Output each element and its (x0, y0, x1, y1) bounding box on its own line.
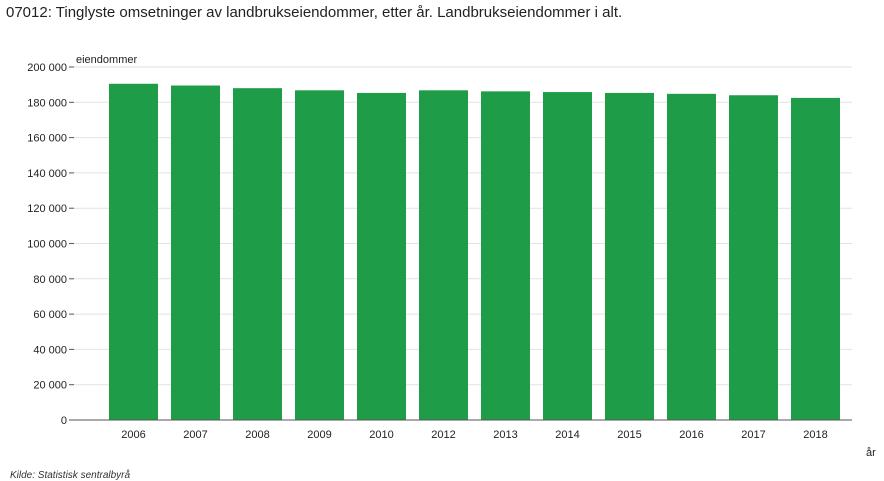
x-tick-label: 2014 (555, 429, 579, 441)
y-tick-label: 20 000 (33, 380, 67, 392)
bar-2006[interactable] (109, 83, 158, 420)
y-tick-label: 0 (61, 415, 67, 427)
y-axis-label: eiendommer (76, 54, 137, 66)
bar-2007[interactable] (171, 85, 220, 420)
bars (109, 83, 840, 421)
x-tick-label: 2016 (679, 429, 703, 441)
bar-2014[interactable] (543, 92, 592, 421)
y-tick-label: 180 000 (27, 97, 67, 109)
bar-2012[interactable] (419, 90, 468, 420)
x-tick-label: 2008 (245, 429, 269, 441)
x-tick-label: 2017 (741, 429, 765, 441)
y-tick-label: 40 000 (33, 344, 67, 356)
x-tick-label: 2012 (431, 429, 455, 441)
bar-2016[interactable] (667, 93, 716, 420)
bar-2008[interactable] (233, 88, 282, 421)
x-tick-label: 2006 (121, 429, 145, 441)
bar-2013[interactable] (481, 91, 530, 421)
y-axis-ticks: 0 20 000 40 000 60 000 80 000 100 000 120 000 1… (27, 62, 74, 427)
bar-chart: 0 20 000 40 000 60 000 80 000 100 000 120 000 1… (27, 54, 876, 459)
x-tick-label: 2009 (307, 429, 331, 441)
x-tick-label: 2010 (369, 429, 393, 441)
bar-2009[interactable] (295, 90, 344, 420)
x-axis-label: år (866, 447, 876, 459)
y-tick-label: 200 000 (27, 62, 67, 74)
x-tick-label: 2018 (803, 429, 827, 441)
x-tick-label: 2013 (493, 429, 517, 441)
y-tick-label: 120 000 (27, 203, 67, 215)
source-note: Kilde: Statistisk sentralbyrå (10, 470, 131, 481)
chart-title: 07012: Tinglyste omsetninger av landbruk… (6, 4, 623, 21)
bar-2018[interactable] (791, 97, 840, 420)
y-tick-label: 60 000 (33, 309, 67, 321)
y-tick-label: 160 000 (27, 133, 67, 145)
bar-2015[interactable] (605, 92, 654, 421)
y-tick-label: 100 000 (27, 239, 67, 251)
x-tick-label: 2007 (183, 429, 207, 441)
y-tick-label: 140 000 (27, 168, 67, 180)
bar-2010[interactable] (357, 92, 406, 421)
x-tick-label: 2015 (617, 429, 641, 441)
y-tick-label: 80 000 (33, 274, 67, 286)
bar-2017[interactable] (729, 95, 778, 421)
x-axis-ticks: 2006 2007 2008 2009 2010 2012 2013 2014 2015 2016… (121, 429, 827, 441)
